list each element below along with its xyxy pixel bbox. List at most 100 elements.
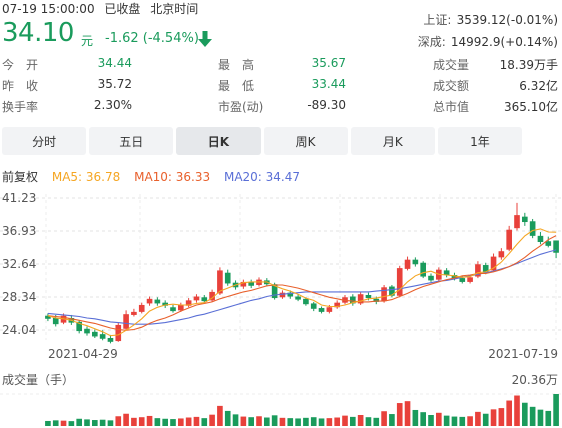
adjust-mode-label[interactable]: 前复权 bbox=[2, 170, 39, 184]
candle bbox=[443, 268, 450, 278]
pe-value: -89.30 bbox=[307, 98, 346, 112]
candle-body bbox=[537, 235, 544, 242]
volume-bar bbox=[326, 418, 333, 426]
low-value: 33.44 bbox=[311, 77, 346, 91]
candle bbox=[162, 300, 168, 309]
tab-one-year[interactable]: 1年 bbox=[437, 127, 523, 155]
kline-chart[interactable]: 41.23 36.93 32.64 28.34 24.04 2021-04-29 2021-… bbox=[0, 180, 562, 428]
index-value: 3539.12(-0.01%) bbox=[456, 13, 558, 27]
volume-bar bbox=[287, 418, 294, 426]
ma10-legend: MA10: 36.33 bbox=[134, 170, 211, 184]
volume-bar bbox=[201, 418, 208, 426]
candle bbox=[529, 218, 536, 239]
tab-intraday[interactable]: 分时 bbox=[2, 127, 87, 155]
low-label: 最 低 bbox=[218, 79, 255, 93]
candle bbox=[178, 302, 184, 312]
candle bbox=[248, 279, 254, 289]
candle-body bbox=[404, 259, 411, 269]
volume-bar bbox=[350, 416, 356, 426]
candle-body bbox=[170, 307, 176, 312]
quote-header-meta: 07-19 15:00:00 已收盘 北京时间 bbox=[2, 0, 198, 17]
volume-bar bbox=[162, 418, 168, 426]
volume-bar bbox=[529, 406, 536, 426]
candle bbox=[209, 289, 215, 302]
index-shanghai[interactable]: 上证: 3539.12(-0.01%) bbox=[423, 9, 558, 28]
candle bbox=[498, 248, 505, 260]
candle bbox=[357, 291, 364, 305]
volume-bar bbox=[279, 417, 286, 426]
y-tick-label: 32.64 bbox=[2, 257, 36, 271]
tab-daily-k[interactable]: 日K bbox=[176, 127, 261, 155]
tab-five-day[interactable]: 五日 bbox=[89, 127, 174, 155]
market-cap-value: 365.10亿 bbox=[504, 100, 558, 114]
amount-value: 6.32亿 bbox=[519, 79, 558, 93]
volume-bar bbox=[467, 416, 473, 426]
volume-bar bbox=[209, 414, 215, 426]
candle-body bbox=[240, 281, 247, 287]
candle bbox=[92, 329, 98, 338]
volume-label: 成交量 bbox=[433, 58, 470, 72]
candle bbox=[107, 334, 114, 344]
volume-bar bbox=[365, 417, 372, 426]
volume-bar bbox=[185, 417, 192, 426]
volume-bar bbox=[193, 416, 200, 426]
volume-bar bbox=[459, 416, 466, 426]
candle-body bbox=[545, 241, 552, 246]
volume-bar bbox=[178, 418, 184, 426]
candle-body bbox=[146, 298, 153, 304]
volume-bar bbox=[240, 416, 247, 426]
candle-body bbox=[131, 311, 137, 315]
index-value: 14992.9(+0.14%) bbox=[450, 35, 558, 49]
candle-body bbox=[498, 251, 505, 258]
candle bbox=[350, 294, 356, 306]
price-unit: 元 bbox=[81, 34, 94, 48]
index-shenzhen[interactable]: 深成: 14992.9(+0.14%) bbox=[418, 31, 558, 50]
candle-body bbox=[209, 291, 215, 301]
candle-body bbox=[506, 229, 512, 250]
chart-period-tabs: 分时 五日 日K 周K 月K 1年 bbox=[2, 127, 523, 155]
candle bbox=[185, 298, 192, 308]
candle-body bbox=[459, 278, 466, 282]
current-price: 34.10 bbox=[2, 18, 74, 48]
candle-body bbox=[107, 337, 114, 342]
volume-bar bbox=[224, 410, 231, 426]
volume-bar bbox=[76, 418, 82, 426]
candle bbox=[303, 297, 309, 306]
volume-bar bbox=[389, 414, 395, 426]
volume-bar bbox=[310, 417, 317, 426]
candle-body bbox=[529, 221, 536, 236]
ma5-legend: MA5: 36.78 bbox=[51, 170, 121, 184]
tab-weekly-k[interactable]: 周K bbox=[263, 127, 348, 155]
candle-body bbox=[482, 265, 489, 272]
candle-body bbox=[279, 292, 286, 298]
high-value: 35.67 bbox=[311, 56, 346, 70]
turnover-value: 2.30% bbox=[93, 98, 132, 112]
candle-body bbox=[271, 284, 278, 299]
candle-body bbox=[443, 270, 450, 276]
volume-bar bbox=[357, 414, 364, 426]
candle-body bbox=[92, 331, 98, 337]
volume-bar bbox=[154, 418, 161, 426]
candle-body bbox=[295, 296, 301, 300]
candle bbox=[123, 310, 129, 331]
candle-body bbox=[514, 215, 520, 229]
volume-bar bbox=[92, 420, 98, 426]
tab-monthly-k[interactable]: 月K bbox=[350, 127, 435, 155]
candle bbox=[240, 279, 247, 289]
candle bbox=[553, 240, 559, 259]
candle-body bbox=[389, 286, 395, 296]
market-cap-label: 总市值 bbox=[433, 100, 470, 114]
volume-bar bbox=[436, 412, 442, 426]
market-status: 已收盘 bbox=[104, 2, 141, 16]
candle-body bbox=[52, 318, 59, 325]
moving-average-lines bbox=[47, 228, 557, 337]
price-change: -1.62 (-4.54%) bbox=[105, 31, 199, 46]
ma20-legend: MA20: 34.47 bbox=[223, 170, 301, 184]
x-tick-label-start: 2021-04-29 bbox=[48, 347, 118, 361]
volume-bar bbox=[553, 394, 559, 426]
candle-body bbox=[334, 302, 340, 308]
candle-body bbox=[178, 304, 184, 311]
volume-bar bbox=[490, 409, 497, 426]
y-tick-label: 36.93 bbox=[2, 224, 36, 238]
volume-bar bbox=[271, 415, 278, 426]
